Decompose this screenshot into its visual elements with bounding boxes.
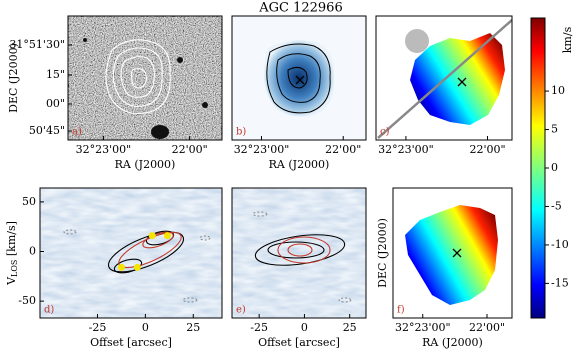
y-tick-label: 50: [22, 195, 36, 208]
moment0-contours: [266, 43, 331, 114]
panel-frame: [231, 187, 367, 319]
x-tick-label: 32°23'00": [234, 143, 290, 156]
panel-frame: [392, 187, 513, 319]
x-tick-label: 22'00": [325, 143, 361, 156]
model-velocity-field: [405, 205, 498, 305]
colorbar: [530, 17, 546, 319]
center-marker: [295, 75, 305, 85]
colorbar-label: km/s: [561, 26, 574, 53]
x-tick-label: 25: [186, 321, 200, 334]
panel-frame: [39, 187, 223, 319]
figure-title: AGC 122966: [258, 1, 342, 16]
y-axis-label-unit: [km/s]: [5, 221, 18, 260]
panel-frame: [375, 15, 513, 141]
x-axis-label: Offset [arcsec]: [258, 336, 340, 349]
y-tick-label: 0: [29, 245, 36, 258]
center-marker: [457, 77, 467, 87]
panel-frame: [67, 15, 223, 141]
point: [117, 263, 125, 271]
point: [148, 232, 156, 240]
center-marker: [452, 248, 462, 258]
beam: [405, 29, 429, 53]
point: [163, 232, 171, 240]
pv-major: [40, 188, 222, 318]
y-axis-label: DEC (J2000): [376, 218, 389, 288]
panel-label: c): [380, 127, 390, 138]
x-tick-label: 22'00": [172, 143, 208, 156]
panel-label: d): [44, 305, 54, 316]
x-tick-label: 22'00": [469, 321, 505, 334]
colorbar-tick-label: 0: [551, 161, 558, 174]
x-tick-label: -25: [89, 321, 107, 334]
y-axis-label-main: V: [5, 276, 18, 286]
y-tick-label: 00": [46, 97, 65, 110]
major-axis: [377, 19, 513, 139]
y-tick-label: 15": [46, 68, 65, 81]
colorbar-tick-label: 10: [551, 84, 565, 97]
panel-label: b): [236, 127, 246, 138]
x-axis-label: RA (J2000): [422, 336, 483, 349]
x-tick-label: 32°23'00": [378, 143, 434, 156]
optical-image: [68, 16, 222, 140]
colorbar-tick-label: -15: [551, 276, 569, 289]
y-tick-label: -50: [18, 294, 36, 307]
x-tick-label: 32°23'00": [395, 321, 451, 334]
colorbar-tick-label: 5: [551, 123, 558, 136]
x-axis-label: RA (J2000): [115, 158, 176, 171]
x-tick-label: 0: [301, 321, 308, 334]
panel-frame: [231, 15, 367, 141]
pv-minor: [232, 188, 366, 318]
y-axis-label-sub: LOS: [10, 260, 19, 277]
y-tick-label: 50'45": [29, 124, 65, 137]
panel-label: f): [397, 305, 405, 316]
velocity-field: [410, 33, 505, 125]
y-axis-label: DEC (J2000): [7, 43, 20, 113]
x-tick-label: -25: [250, 321, 268, 334]
colorbar-tick-label: -10: [551, 238, 569, 251]
y-axis-label: VLOS [km/s]: [5, 221, 19, 286]
x-tick-label: 0: [142, 321, 149, 334]
x-tick-label: 22'00": [469, 143, 505, 156]
panel-label: a): [72, 127, 82, 138]
x-axis-label: RA (J2000): [269, 158, 330, 171]
point: [133, 263, 141, 271]
x-tick-label: 32°23'00": [76, 143, 132, 156]
colorbar-tick-label: -5: [551, 199, 562, 212]
y-tick-label: 31°51'30": [9, 38, 65, 51]
x-axis-label: Offset [arcsec]: [90, 336, 172, 349]
x-tick-label: 25: [343, 321, 357, 334]
panel-label: e): [236, 305, 246, 316]
